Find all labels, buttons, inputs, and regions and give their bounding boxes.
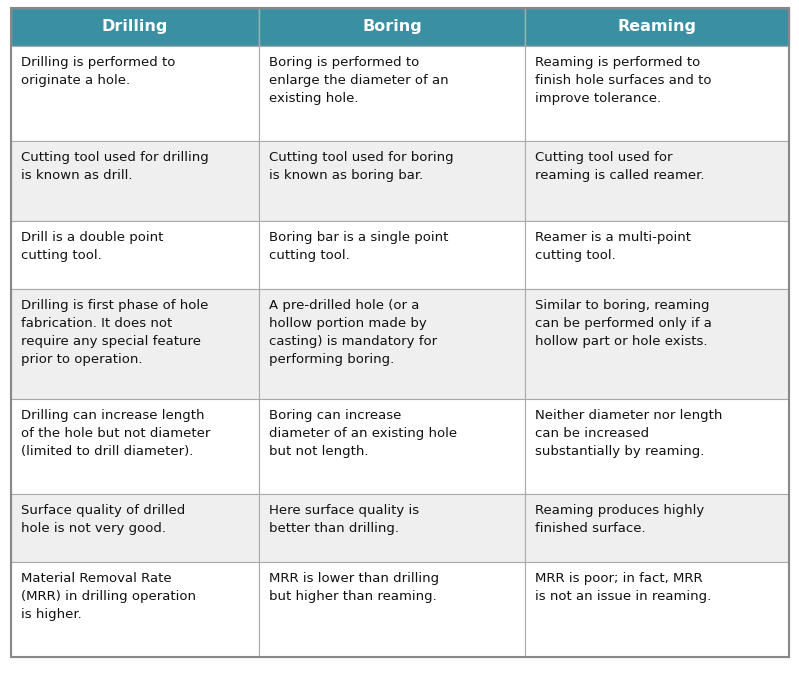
Text: Cutting tool used for boring
is known as boring bar.: Cutting tool used for boring is known as… — [269, 151, 454, 182]
Bar — [11, 399, 259, 494]
Bar — [525, 494, 789, 562]
Text: Reaming is performed to
finish hole surfaces and to
improve tolerance.: Reaming is performed to finish hole surf… — [535, 56, 711, 105]
Text: Drilling can increase length
of the hole but not diameter
(limited to drill diam: Drilling can increase length of the hole… — [21, 409, 210, 458]
Bar — [11, 562, 259, 657]
Bar — [525, 46, 789, 141]
Bar — [259, 46, 525, 141]
Bar — [525, 289, 789, 399]
Text: Boring: Boring — [362, 19, 422, 34]
Text: MRR is poor; in fact, MRR
is not an issue in reaming.: MRR is poor; in fact, MRR is not an issu… — [535, 572, 711, 603]
Text: Boring is performed to
enlarge the diameter of an
existing hole.: Boring is performed to enlarge the diame… — [269, 56, 448, 105]
Text: Cutting tool used for
reaming is called reamer.: Cutting tool used for reaming is called … — [535, 151, 705, 182]
Bar — [11, 494, 259, 562]
Text: Neither diameter nor length
can be increased
substantially by reaming.: Neither diameter nor length can be incre… — [535, 409, 722, 458]
Bar — [11, 221, 259, 289]
Bar — [11, 141, 259, 221]
Bar — [259, 494, 525, 562]
Bar — [11, 8, 259, 46]
Bar — [259, 399, 525, 494]
Text: Reamer is a multi-point
cutting tool.: Reamer is a multi-point cutting tool. — [535, 231, 691, 262]
Text: Surface quality of drilled
hole is not very good.: Surface quality of drilled hole is not v… — [21, 504, 185, 535]
Bar — [259, 221, 525, 289]
Bar — [259, 8, 525, 46]
Bar — [11, 46, 259, 141]
Bar — [525, 562, 789, 657]
Text: Reaming produces highly
finished surface.: Reaming produces highly finished surface… — [535, 504, 704, 535]
Text: Drilling: Drilling — [101, 19, 168, 34]
Text: Similar to boring, reaming
can be performed only if a
hollow part or hole exists: Similar to boring, reaming can be perfor… — [535, 299, 712, 348]
Bar — [525, 221, 789, 289]
Bar — [259, 141, 525, 221]
Bar — [525, 399, 789, 494]
Text: Material Removal Rate
(MRR) in drilling operation
is higher.: Material Removal Rate (MRR) in drilling … — [21, 572, 196, 621]
Text: Drilling is performed to
originate a hole.: Drilling is performed to originate a hol… — [21, 56, 175, 87]
Text: Boring bar is a single point
cutting tool.: Boring bar is a single point cutting too… — [269, 231, 448, 262]
Text: A pre-drilled hole (or a
hollow portion made by
casting) is mandatory for
perfor: A pre-drilled hole (or a hollow portion … — [269, 299, 437, 366]
Text: Drilling is first phase of hole
fabrication. It does not
require any special fea: Drilling is first phase of hole fabricat… — [21, 299, 209, 366]
Text: Reaming: Reaming — [618, 19, 697, 34]
Bar — [259, 562, 525, 657]
Text: Drill is a double point
cutting tool.: Drill is a double point cutting tool. — [21, 231, 163, 262]
Text: MRR is lower than drilling
but higher than reaming.: MRR is lower than drilling but higher th… — [269, 572, 439, 603]
Bar — [11, 289, 259, 399]
Bar — [525, 8, 789, 46]
Text: Boring can increase
diameter of an existing hole
but not length.: Boring can increase diameter of an exist… — [269, 409, 457, 458]
Bar — [259, 289, 525, 399]
Text: Here surface quality is
better than drilling.: Here surface quality is better than dril… — [269, 504, 419, 535]
Text: Cutting tool used for drilling
is known as drill.: Cutting tool used for drilling is known … — [21, 151, 209, 182]
Bar — [525, 141, 789, 221]
